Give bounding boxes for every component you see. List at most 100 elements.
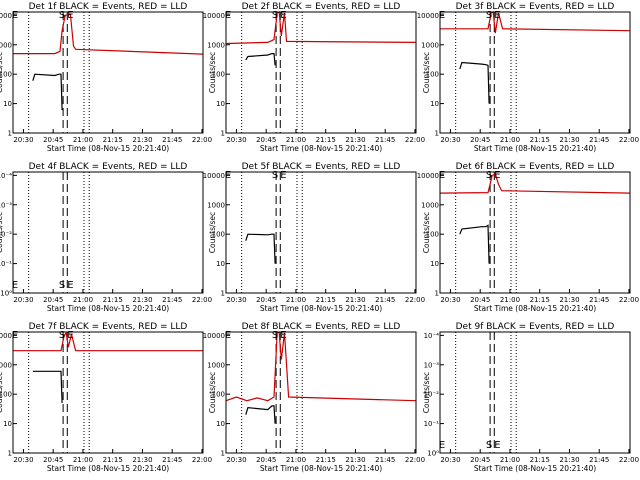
x-axis-label: Start Time (08-Nov-15 20:21:40) bbox=[474, 144, 596, 153]
series-line bbox=[32, 370, 63, 404]
x-tick-label: 21:00 bbox=[73, 456, 93, 464]
y-tick-label: 10 bbox=[216, 420, 225, 428]
event-marker: E bbox=[67, 330, 73, 341]
x-axis-label: Start Time (08-Nov-15 20:21:40) bbox=[474, 304, 596, 313]
series-line bbox=[225, 331, 417, 402]
x-tick-label: 21:15 bbox=[316, 136, 336, 144]
x-tick-label: 20:45 bbox=[470, 456, 490, 464]
y-tick-label: 10 bbox=[3, 100, 12, 108]
event-marker: S bbox=[59, 330, 65, 341]
y-tick-label: 1 bbox=[8, 450, 12, 458]
x-tick-label: 21:30 bbox=[559, 136, 579, 144]
x-tick-label: 21:00 bbox=[73, 296, 93, 304]
x-tick-label: 21:15 bbox=[530, 456, 550, 464]
y-axis-label: Counts/sec bbox=[422, 372, 431, 413]
x-tick-label: 21:00 bbox=[500, 456, 520, 464]
x-tick-label: 22:00 bbox=[192, 296, 212, 304]
y-tick-label: 10⁻² bbox=[0, 231, 12, 239]
y-tick-label: 1000 bbox=[207, 41, 225, 49]
x-tick-label: 20:45 bbox=[43, 456, 63, 464]
series-line bbox=[459, 224, 490, 264]
y-tick-label: 1000 bbox=[421, 41, 439, 49]
event-marker: S bbox=[486, 440, 492, 451]
panel-title: Det 9f BLACK = Events, RED = LLD bbox=[456, 322, 615, 332]
y-tick-label: 10000 bbox=[203, 172, 225, 180]
event-marker: E bbox=[67, 10, 73, 21]
event-marker: S bbox=[272, 170, 278, 181]
y-tick-label: 10 bbox=[430, 260, 439, 268]
y-tick-label: 10 bbox=[430, 100, 439, 108]
x-tick-label: 22:00 bbox=[192, 136, 212, 144]
x-tick-label: 21:45 bbox=[162, 296, 182, 304]
y-axis-label: Counts/sec bbox=[422, 212, 431, 253]
y-tick-label: 10000 bbox=[0, 332, 12, 340]
x-tick-label: 21:15 bbox=[103, 296, 123, 304]
x-tick-label: 20:45 bbox=[470, 136, 490, 144]
series-line bbox=[459, 61, 490, 104]
x-tick-label: 21:15 bbox=[530, 136, 550, 144]
y-tick-label: 10⁰ bbox=[0, 290, 12, 298]
y-axis-label: Counts/sec bbox=[422, 52, 431, 93]
plot-frame bbox=[439, 171, 631, 294]
x-tick-label: 21:00 bbox=[286, 456, 306, 464]
x-tick-label: 21:15 bbox=[530, 296, 550, 304]
x-tick-label: 21:30 bbox=[132, 456, 152, 464]
y-tick-label: 1 bbox=[221, 450, 225, 458]
x-tick-label: 21:45 bbox=[375, 456, 395, 464]
panel-title: Det 2f BLACK = Events, RED = LLD bbox=[242, 2, 401, 12]
x-tick-label: 21:45 bbox=[589, 296, 609, 304]
x-axis-label: Start Time (08-Nov-15 20:21:40) bbox=[260, 144, 382, 153]
x-tick-label: 21:45 bbox=[375, 136, 395, 144]
y-tick-label: 100 bbox=[0, 71, 12, 79]
x-tick-label: 21:30 bbox=[345, 296, 365, 304]
y-tick-label: 1 bbox=[221, 130, 225, 138]
x-axis-label: Start Time (08-Nov-15 20:21:40) bbox=[474, 464, 596, 473]
x-tick-label: 21:15 bbox=[316, 296, 336, 304]
y-axis-label: Counts/sec bbox=[0, 372, 4, 413]
y-tick-label: 100 bbox=[212, 231, 225, 239]
plot-frame bbox=[225, 331, 417, 454]
y-tick-label: 10000 bbox=[203, 12, 225, 20]
y-tick-label: 10⁻¹ bbox=[424, 420, 440, 428]
plot-frame bbox=[12, 171, 204, 294]
y-tick-label: 10⁻⁴ bbox=[424, 332, 440, 340]
panel-title: Det 6f BLACK = Events, RED = LLD bbox=[456, 162, 615, 172]
x-tick-label: 21:30 bbox=[345, 456, 365, 464]
x-tick-label: 20:45 bbox=[256, 136, 276, 144]
x-tick-label: 20:30 bbox=[226, 456, 246, 464]
series-line bbox=[225, 11, 417, 45]
y-tick-label: 10⁻³ bbox=[0, 201, 12, 209]
x-axis-label: Start Time (08-Nov-15 20:21:40) bbox=[260, 304, 382, 313]
x-tick-label: 21:45 bbox=[589, 136, 609, 144]
x-axis-label: Start Time (08-Nov-15 20:21:40) bbox=[260, 464, 382, 473]
y-tick-label: 10⁰ bbox=[427, 450, 439, 458]
x-tick-label: 21:45 bbox=[375, 296, 395, 304]
event-marker: E bbox=[67, 280, 73, 291]
x-tick-label: 21:15 bbox=[316, 456, 336, 464]
panel-title: Det 1f BLACK = Events, RED = LLD bbox=[29, 2, 188, 12]
panel-title: Det 7f BLACK = Events, RED = LLD bbox=[29, 322, 188, 332]
x-tick-label: 21:45 bbox=[162, 136, 182, 144]
x-axis-label: Start Time (08-Nov-15 20:21:40) bbox=[47, 304, 169, 313]
event-marker: S bbox=[486, 10, 492, 21]
series-line bbox=[439, 173, 631, 194]
y-tick-label: 100 bbox=[212, 391, 225, 399]
y-tick-label: 1 bbox=[435, 130, 439, 138]
y-tick-label: 1 bbox=[221, 290, 225, 298]
y-tick-label: 1000 bbox=[207, 201, 225, 209]
plot-frame bbox=[439, 331, 631, 454]
x-tick-label: 20:30 bbox=[226, 136, 246, 144]
event-marker: E bbox=[494, 170, 500, 181]
y-tick-label: 10⁻³ bbox=[424, 361, 440, 369]
x-tick-label: 20:30 bbox=[13, 296, 33, 304]
x-tick-label: 21:00 bbox=[286, 136, 306, 144]
y-tick-label: 1000 bbox=[0, 361, 12, 369]
x-tick-label: 21:30 bbox=[559, 296, 579, 304]
y-tick-label: 10 bbox=[216, 260, 225, 268]
y-axis-label: Counts/sec bbox=[0, 212, 4, 253]
x-tick-label: 22:00 bbox=[405, 296, 425, 304]
x-tick-label: 21:00 bbox=[500, 296, 520, 304]
